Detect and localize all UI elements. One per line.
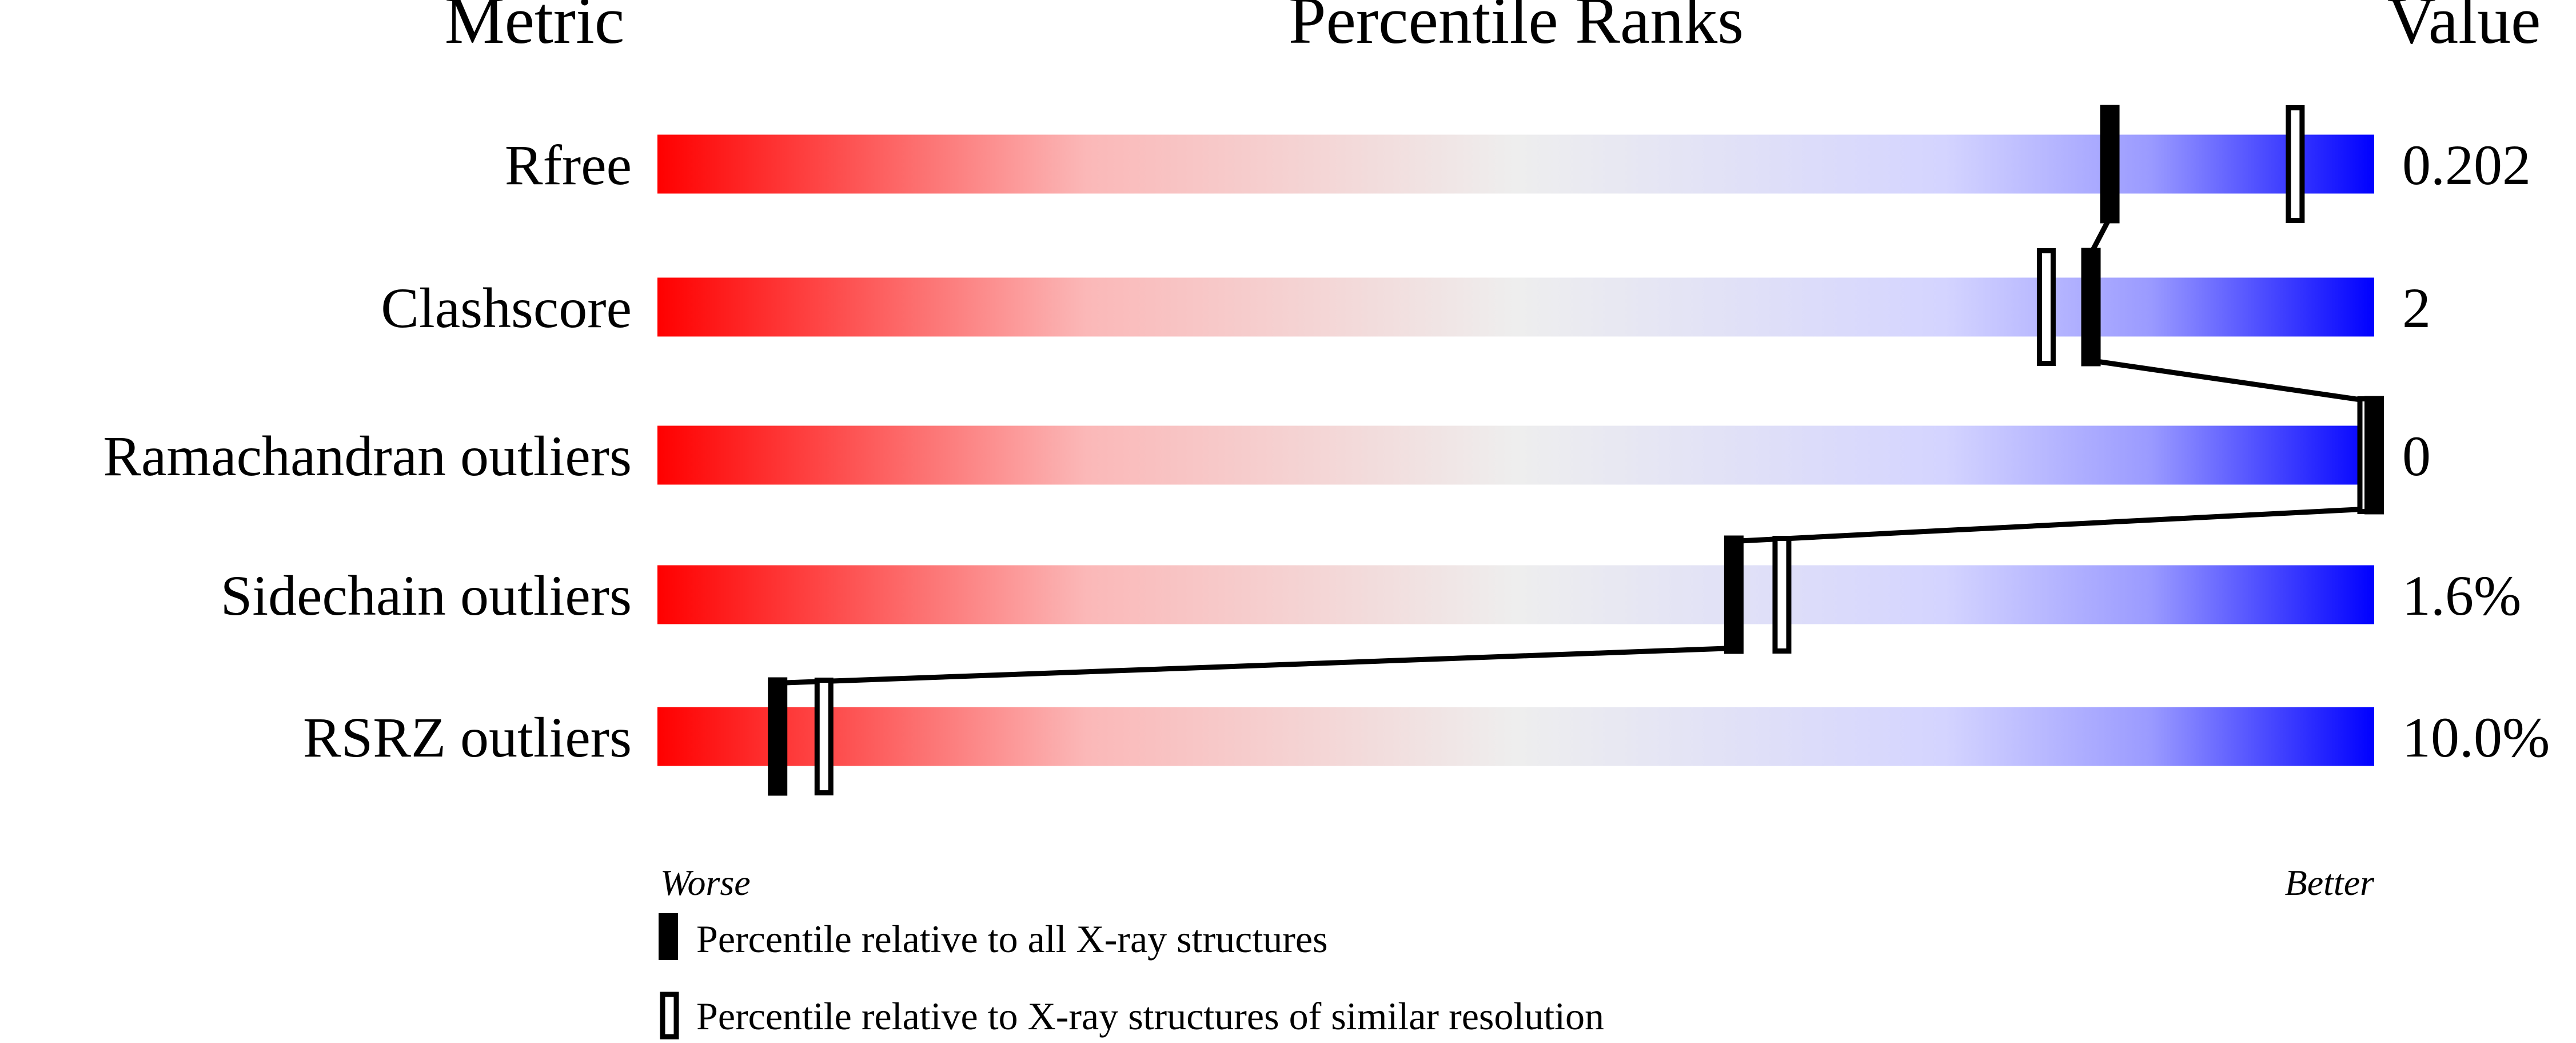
metric-label: Ramachandran outliers [103, 424, 632, 488]
marker-similar-resolution [814, 678, 834, 795]
percentile-bar [657, 425, 2374, 485]
metric-value: 10.0% [2402, 706, 2550, 769]
metric-label: Sidechain outliers [221, 564, 632, 627]
percentile-bar [657, 707, 2374, 766]
marker-similar-resolution [2286, 105, 2305, 223]
axis-label-worse: Worse [660, 862, 751, 903]
percentile-bar [657, 134, 2374, 194]
marker-similar-resolution [1772, 536, 1792, 654]
metric-value: 2 [2402, 276, 2431, 340]
header-metric: Metric [445, 0, 625, 58]
marker-all-structures [1724, 535, 1744, 654]
header-value: Value [2387, 0, 2541, 58]
legend-filled-marker [659, 913, 678, 960]
metric-value: 1.6% [2402, 564, 2521, 627]
metric-label: Rfree [505, 133, 632, 197]
marker-similar-resolution [2036, 248, 2056, 366]
axis-label-better: Better [2285, 862, 2375, 903]
marker-all-structures [768, 677, 788, 796]
legend-open-marker [660, 992, 679, 1040]
connector-line [777, 646, 1734, 686]
connector-line [2090, 358, 2375, 404]
connector-line [1733, 506, 2375, 544]
metric-label: RSRZ outliers [303, 706, 632, 769]
header-percentile-ranks: Percentile Ranks [1289, 0, 1744, 58]
marker-all-structures [2081, 248, 2101, 367]
legend-label-similar: Percentile relative to X-ray structures … [696, 994, 1604, 1038]
marker-all-structures [2364, 396, 2384, 515]
legend-label-all: Percentile relative to all X-ray structu… [696, 917, 1328, 961]
metric-label: Clashscore [381, 276, 632, 340]
percentile-bar [657, 277, 2374, 337]
marker-all-structures [2100, 105, 2120, 224]
connector-line [2088, 216, 2112, 255]
percentile-bar [657, 565, 2374, 624]
metric-value: 0.202 [2402, 133, 2531, 197]
metric-value: 0 [2402, 424, 2431, 488]
